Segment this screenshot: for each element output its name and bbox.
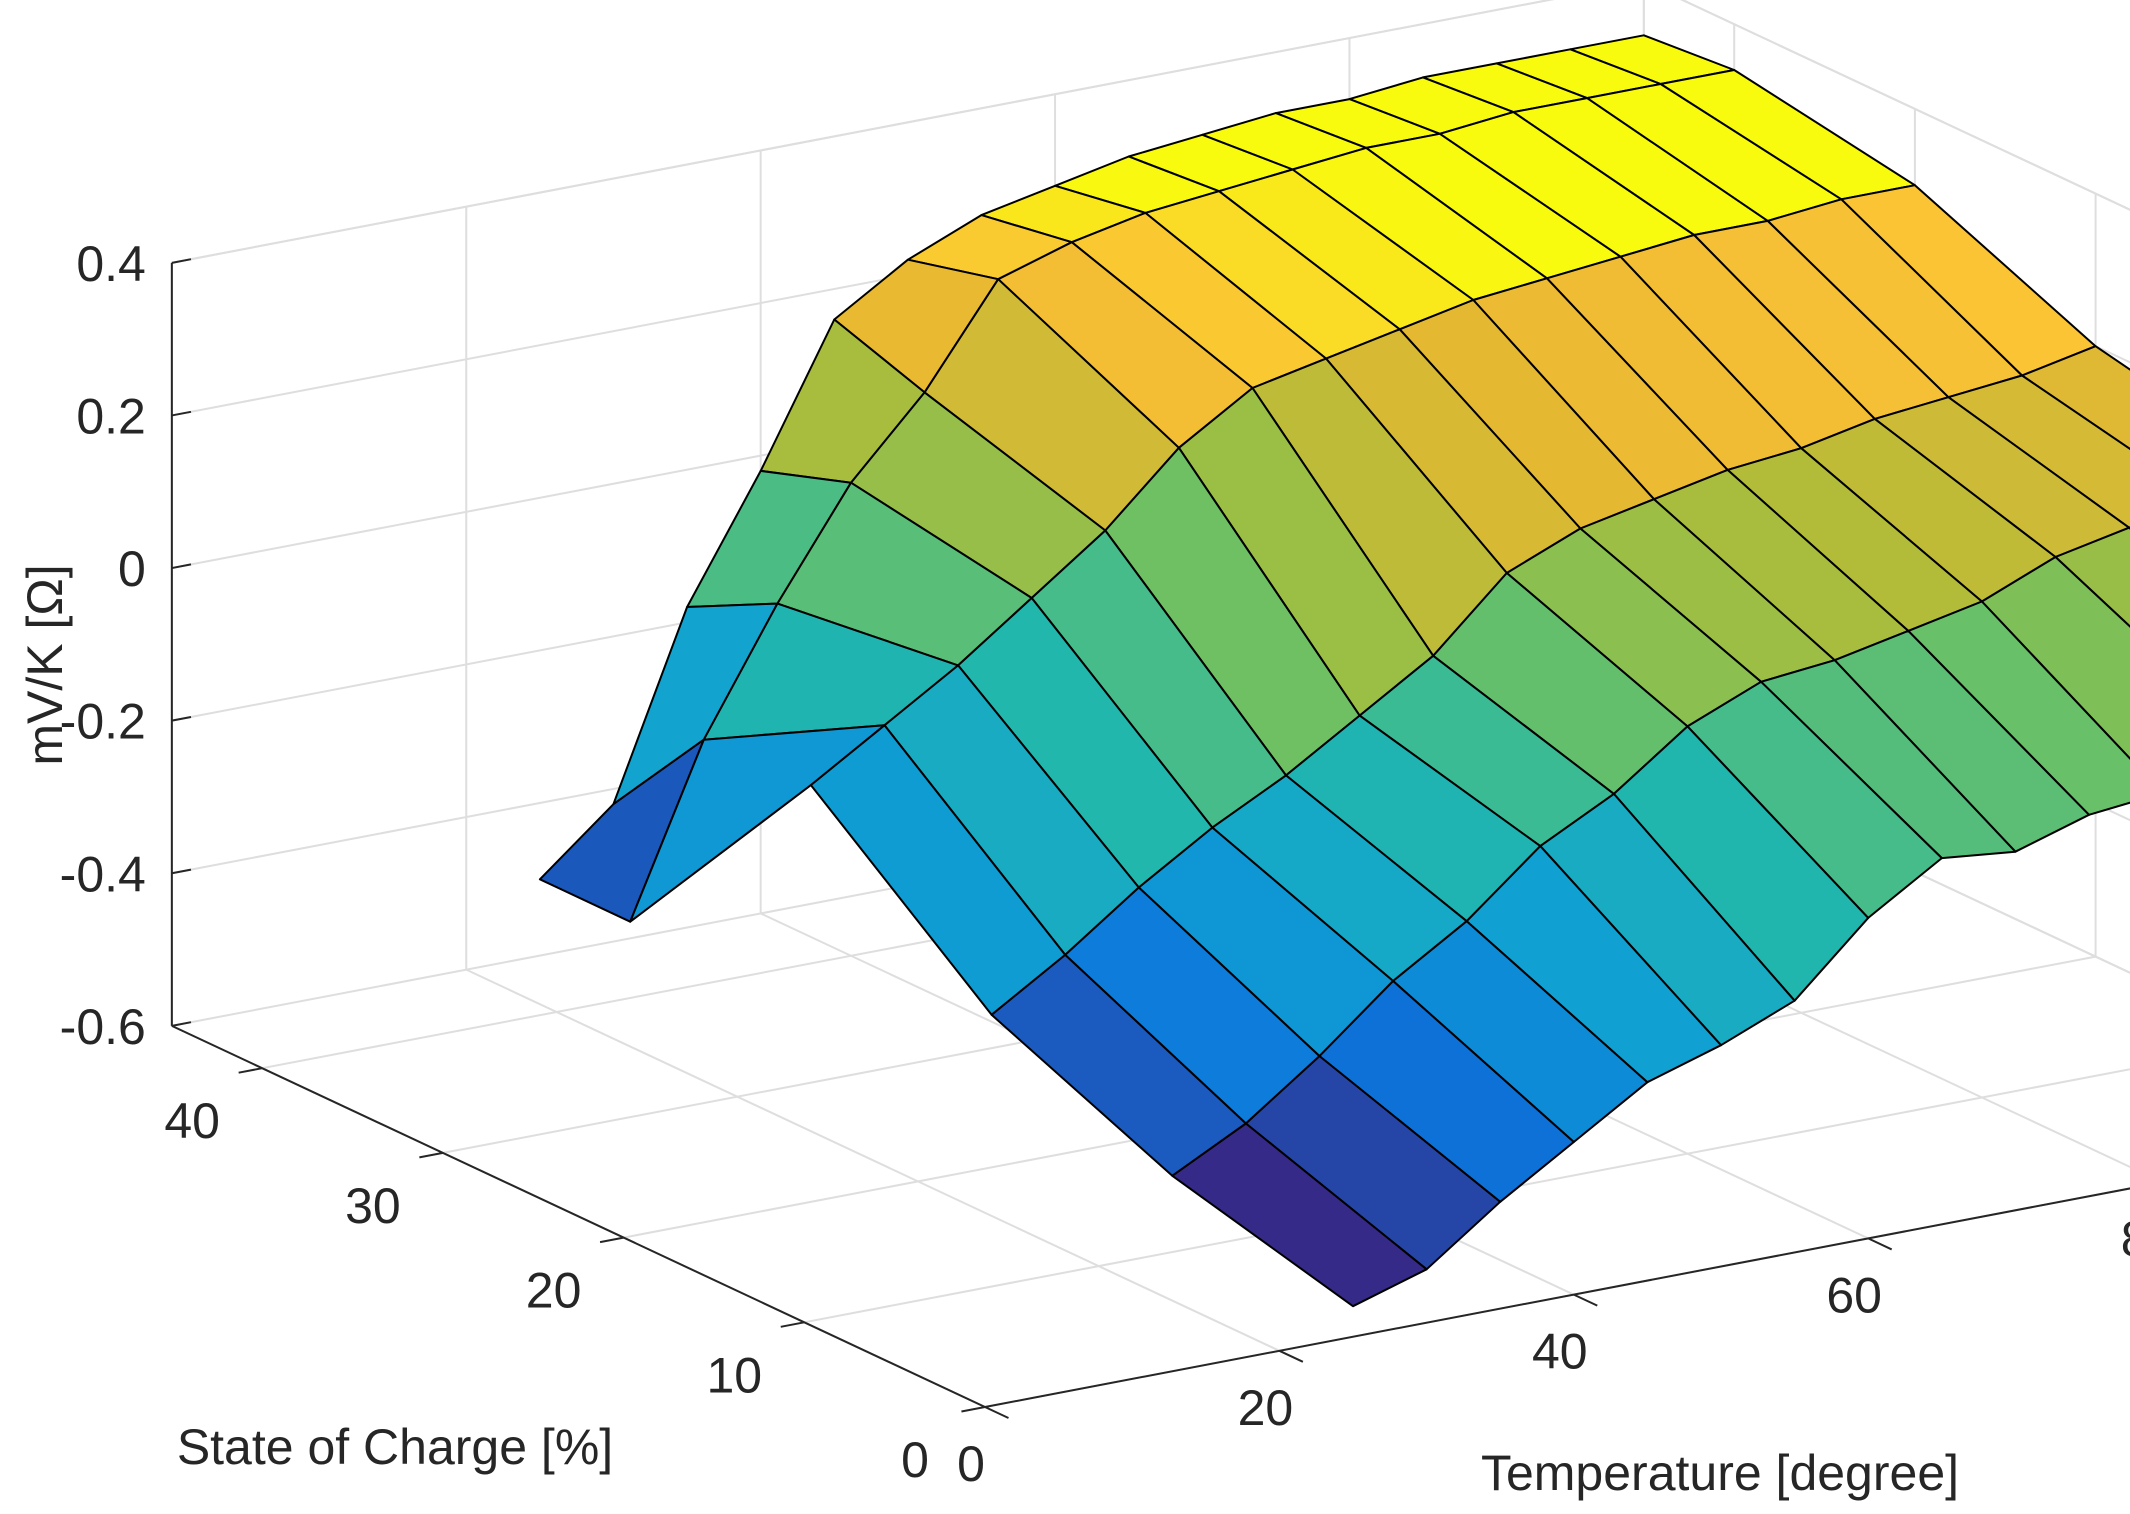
y-axis-title: State of Charge [%] [177, 1419, 613, 1475]
z-tick-mark [171, 410, 192, 417]
y-tick-label: 10 [706, 1347, 762, 1403]
z-tick-mark [171, 716, 192, 722]
surface-layer [538, 34, 2130, 1308]
x-tick-mark [1278, 1349, 1304, 1363]
z-tick-label: 0.4 [76, 236, 146, 292]
y-tick-mark [599, 1236, 624, 1244]
y-tick-mark [419, 1151, 444, 1159]
x-tick-label: 80 [2121, 1211, 2130, 1267]
z-tick-label: -0.4 [60, 846, 146, 902]
x-tick-label: 60 [1826, 1267, 1882, 1323]
x-tick-label: 0 [957, 1436, 985, 1492]
y-tick-mark [961, 1406, 986, 1413]
label-layer: Temperature [degree] State of Charge [%]… [17, 236, 2130, 1501]
x-tick-label: 40 [1532, 1324, 1588, 1380]
x-tick-mark [984, 1406, 1009, 1419]
z-tick-mark [171, 258, 192, 264]
z-tick-label: -0.6 [60, 999, 146, 1055]
y-tick-label: 0 [901, 1432, 929, 1488]
y-tick-label: 20 [526, 1263, 582, 1319]
y-tick-mark [780, 1321, 805, 1328]
x-axis-title: Temperature [degree] [1481, 1445, 1959, 1501]
grid-line-x-floor [465, 968, 1280, 1352]
box-edge [1680, 0, 2130, 211]
z-tick-mark [171, 563, 192, 570]
box-edge [171, 0, 1555, 264]
x-tick-label: 20 [1238, 1380, 1294, 1436]
grid-line-y-floor [804, 1068, 2130, 1324]
z-tick-label: 0 [118, 541, 146, 597]
surface-patch [1171, 1122, 1428, 1308]
z-tick-label: 0.2 [76, 388, 146, 444]
y-tick-mark [238, 1067, 263, 1074]
z-tick-mark [171, 1021, 192, 1027]
z-tick-mark [171, 868, 192, 875]
x-axis-line [984, 1187, 2130, 1408]
x-tick-mark [1573, 1293, 1598, 1307]
x-tick-mark [1867, 1237, 1893, 1251]
axis-layer [170, 258, 2130, 1419]
y-tick-label: 30 [345, 1178, 401, 1234]
z-tick-label: -0.2 [60, 694, 146, 750]
z-axis-title: mV/K [Ω] [17, 564, 73, 765]
y-tick-label: 40 [164, 1093, 220, 1149]
y-axis-line [171, 1024, 986, 1408]
